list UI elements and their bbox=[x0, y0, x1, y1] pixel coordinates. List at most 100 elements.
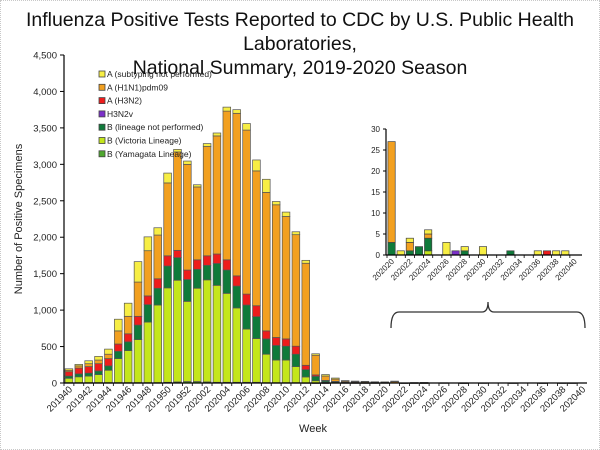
bar-201941-b-victoria-lineage bbox=[74, 376, 83, 383]
bar-202010-b-victoria-lineage bbox=[281, 359, 291, 383]
inset-y-tick-label: 30 bbox=[371, 125, 380, 134]
bar-201951-b-victoria-lineage bbox=[173, 279, 182, 383]
inset-y-tick-label: 25 bbox=[371, 146, 380, 155]
inset-bar-202022-a-h1n1-pdm09 bbox=[405, 242, 414, 252]
y-tick-label: 1,000 bbox=[33, 306, 57, 317]
bar-202002-a-h1n1-pdm09 bbox=[202, 146, 212, 257]
inset-bar-202021-a-subtyping-not-performed bbox=[396, 250, 405, 256]
legend-swatch bbox=[98, 110, 106, 118]
bar-201943-b-victoria-lineage bbox=[94, 374, 103, 383]
bar-202006-b-lineage-not-performed bbox=[242, 304, 251, 330]
legend: A (subtyping not performed) A (H1N1)pdm09… bbox=[98, 69, 212, 159]
bar-201951-b-lineage-not-performed bbox=[173, 257, 182, 281]
bar-202011-b-lineage-not-performed bbox=[291, 353, 301, 367]
inset-bar-202039-a-subtyping-not-performed bbox=[561, 250, 570, 256]
bar-201946-a-h1n1-pdm09 bbox=[123, 315, 133, 335]
bar-201949-a-subtyping-not-performed bbox=[153, 227, 162, 236]
bar-202006-a-h3n2 bbox=[242, 293, 251, 306]
legend-item-a-subtyping-not-performed: A (subtyping not performed) bbox=[98, 69, 212, 79]
bar-201946-a-h3n2 bbox=[123, 333, 133, 343]
y-tick-label: 500 bbox=[41, 342, 57, 353]
inset-y-tick-label: 10 bbox=[371, 209, 380, 218]
bar-202014-a-h1n1-pdm09 bbox=[321, 375, 330, 381]
bar-202004-a-h1n1-pdm09 bbox=[222, 110, 232, 261]
legend-label: A (H1N1)pdm09 bbox=[107, 82, 168, 92]
inset-bar-202028-a-subtyping-not-performed bbox=[460, 246, 469, 252]
bar-202001-a-h3n2 bbox=[193, 259, 202, 270]
bar-201942-b-victoria-lineage bbox=[84, 375, 93, 383]
bar-201950-a-subtyping-not-performed bbox=[163, 172, 172, 184]
inset-bar-202024-b-lineage-not-performed bbox=[424, 237, 433, 252]
inset-axes: 0510152025302020202020222020242020262020… bbox=[371, 125, 582, 282]
bar-202017-a-subtyping-not-performed bbox=[350, 380, 360, 383]
bar-201950-a-h1n1-pdm09 bbox=[163, 182, 172, 257]
bar-201944-a-h1n1-pdm09 bbox=[104, 353, 113, 359]
bar-202002-a-h3n2 bbox=[202, 255, 212, 266]
chart-title-line-1: Influenza Positive Tests Reported to CDC… bbox=[25, 9, 575, 55]
bar-201941-a-h3n2 bbox=[74, 367, 83, 375]
bar-202007-b-victoria-lineage bbox=[252, 338, 261, 383]
bar-202012-a-subtyping-not-performed bbox=[301, 259, 310, 264]
bar-202006-b-victoria-lineage bbox=[242, 328, 251, 383]
bar-202006-a-subtyping-not-performed bbox=[242, 123, 251, 131]
inset-bar-202024-a-subtyping-not-performed bbox=[424, 229, 433, 235]
bar-202019-a-subtyping-not-performed bbox=[370, 381, 380, 383]
bar-202002-b-victoria-lineage bbox=[202, 279, 212, 383]
bar-201945-b-victoria-lineage bbox=[114, 358, 123, 383]
bar-201947-a-subtyping-not-performed bbox=[133, 261, 143, 283]
bar-201951-a-h3n2 bbox=[173, 249, 182, 258]
legend-item-a-h3n2: A (H3N2) bbox=[98, 96, 142, 106]
bar-202008-b-lineage-not-performed bbox=[262, 338, 271, 355]
bar-202003-a-h3n2 bbox=[212, 253, 222, 264]
bar-202013-a-h1n1-pdm09 bbox=[311, 354, 320, 376]
inset-bar-202024-b-victoria-lineage bbox=[424, 250, 433, 256]
bar-202005-b-lineage-not-performed bbox=[232, 285, 241, 309]
legend-swatch bbox=[98, 123, 106, 131]
inset-bar-202033-b-lineage-not-performed bbox=[506, 250, 515, 256]
bar-202009-b-lineage-not-performed bbox=[271, 345, 281, 361]
inset-bar-202020-b-lineage-not-performed bbox=[387, 242, 396, 256]
bar-201948-b-victoria-lineage bbox=[143, 321, 153, 383]
bar-202014-a-subtyping-not-performed bbox=[321, 374, 330, 377]
legend-item-b-victoria-lineage: B (Victoria Lineage) bbox=[98, 136, 182, 146]
bar-202008-a-h1n1-pdm09 bbox=[262, 192, 271, 332]
bar-201944-b-lineage-not-performed bbox=[104, 365, 113, 371]
bar-201940-a-h3n2 bbox=[64, 371, 74, 377]
bar-202011-b-victoria-lineage bbox=[291, 366, 301, 383]
legend-label: B (lineage not performed) bbox=[107, 122, 204, 132]
bar-202003-b-lineage-not-performed bbox=[212, 263, 222, 286]
bar-201947-b-lineage-not-performed bbox=[133, 324, 143, 340]
bar-202011-a-h3n2 bbox=[291, 345, 301, 355]
inset-y-tick-label: 0 bbox=[376, 251, 381, 260]
inset-bar-202020-a-h1n1-pdm09 bbox=[387, 141, 396, 243]
bar-202012-b-victoria-lineage bbox=[301, 376, 310, 384]
legend-swatch bbox=[98, 83, 106, 91]
bar-202010-a-subtyping-not-performed bbox=[281, 211, 291, 217]
bar-201952-a-h1n1-pdm09 bbox=[183, 163, 192, 271]
bar-202007-a-subtyping-not-performed bbox=[252, 159, 261, 172]
bar-201941-b-lineage-not-performed bbox=[74, 373, 83, 378]
bar-201948-a-h3n2 bbox=[143, 295, 153, 305]
bar-201946-a-subtyping-not-performed bbox=[123, 302, 133, 317]
bar-201952-a-h3n2 bbox=[183, 269, 192, 280]
bar-202003-a-h1n1-pdm09 bbox=[212, 135, 222, 255]
bar-201950-a-h3n2 bbox=[163, 255, 172, 267]
bar-201950-b-victoria-lineage bbox=[163, 287, 172, 383]
bar-201944-a-subtyping-not-performed bbox=[104, 348, 113, 355]
legend-label: A (H3N2) bbox=[107, 96, 142, 106]
x-axis-label: Week bbox=[299, 423, 327, 435]
bar-202009-a-h1n1-pdm09 bbox=[271, 204, 281, 338]
bar-202004-b-lineage-not-performed bbox=[222, 269, 232, 294]
bar-201945-a-subtyping-not-performed bbox=[114, 318, 123, 332]
y-tick-label: 2,000 bbox=[33, 233, 57, 244]
legend-item-b-yamagata-lineage: B (Yamagata Lineage) bbox=[98, 149, 192, 159]
bar-201949-b-lineage-not-performed bbox=[153, 287, 162, 306]
bar-202005-a-subtyping-not-performed bbox=[232, 109, 241, 114]
inset-bar-202036-a-subtyping-not-performed bbox=[533, 250, 542, 256]
bar-201943-a-h1n1-pdm09 bbox=[94, 359, 103, 365]
legend-label: A (subtyping not performed) bbox=[107, 69, 212, 79]
inset-bar-202030-a-subtyping-not-performed bbox=[478, 246, 487, 256]
bar-201946-b-lineage-not-performed bbox=[123, 341, 133, 351]
inset-bar-202027-h3n2v bbox=[451, 250, 460, 256]
